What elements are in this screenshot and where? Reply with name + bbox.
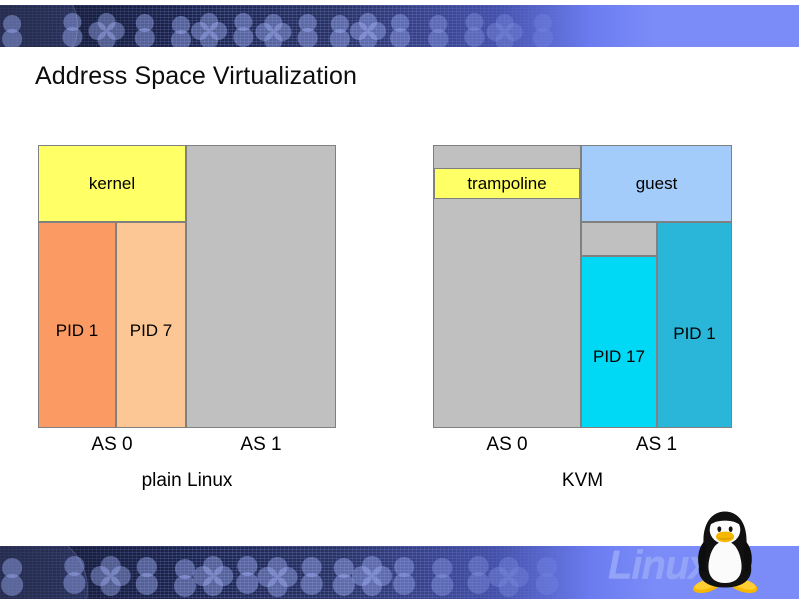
kvm-pid1-block: PID 1 (657, 222, 732, 428)
kvm-axis-label-as0: AS 0 (486, 434, 528, 455)
footer-blob-motif (0, 546, 617, 599)
kvm-trampoline-block: trampoline (434, 168, 580, 199)
plain-axis-label-as0: AS 0 (91, 434, 133, 455)
kvm-guest-block: guest (581, 145, 732, 222)
kvm-as1-gray-sliver (581, 222, 657, 256)
header-blob-svg (2, 13, 553, 47)
plain-kernel-block: kernel (38, 145, 186, 222)
header-large-circle (0, 5, 78, 47)
plain-as1-gray-block (186, 145, 336, 428)
footer-blob-svg (1, 556, 558, 597)
header-blob-motif (0, 5, 617, 47)
plain-linux-caption: plain Linux (141, 470, 233, 491)
plain-kernel-label: kernel (88, 173, 136, 193)
plain-pid7-block: PID 7 (116, 222, 186, 428)
plain-axis-label-as1: AS 1 (240, 434, 282, 455)
page-title: Address Space Virtualization (35, 62, 357, 90)
slide-header-banner (0, 5, 799, 47)
slide-footer-banner (0, 546, 799, 599)
diagram-plain-linux: kernel PID 1 PID 7 (38, 145, 336, 428)
plain-pid1-label: PID 1 (55, 321, 99, 340)
kvm-axis-label-as1: AS 1 (635, 434, 678, 455)
kvm-pid1-label: PID 1 (673, 324, 716, 343)
kvm-trampoline-label: trampoline (467, 173, 547, 193)
kvm-guest-label: guest (635, 173, 678, 193)
tux-penguin-logo (693, 511, 758, 594)
footer-large-circle (0, 546, 88, 599)
plain-pid7-label: PID 7 (129, 321, 173, 340)
plain-pid1-block: PID 1 (38, 222, 116, 428)
kvm-caption: KVM (561, 470, 604, 491)
diagram-kvm: trampoline guest PID 17 PID 1 (433, 145, 732, 428)
kvm-pid17-block: PID 17 (581, 256, 657, 428)
kvm-pid17-label: PID 17 (593, 347, 645, 366)
